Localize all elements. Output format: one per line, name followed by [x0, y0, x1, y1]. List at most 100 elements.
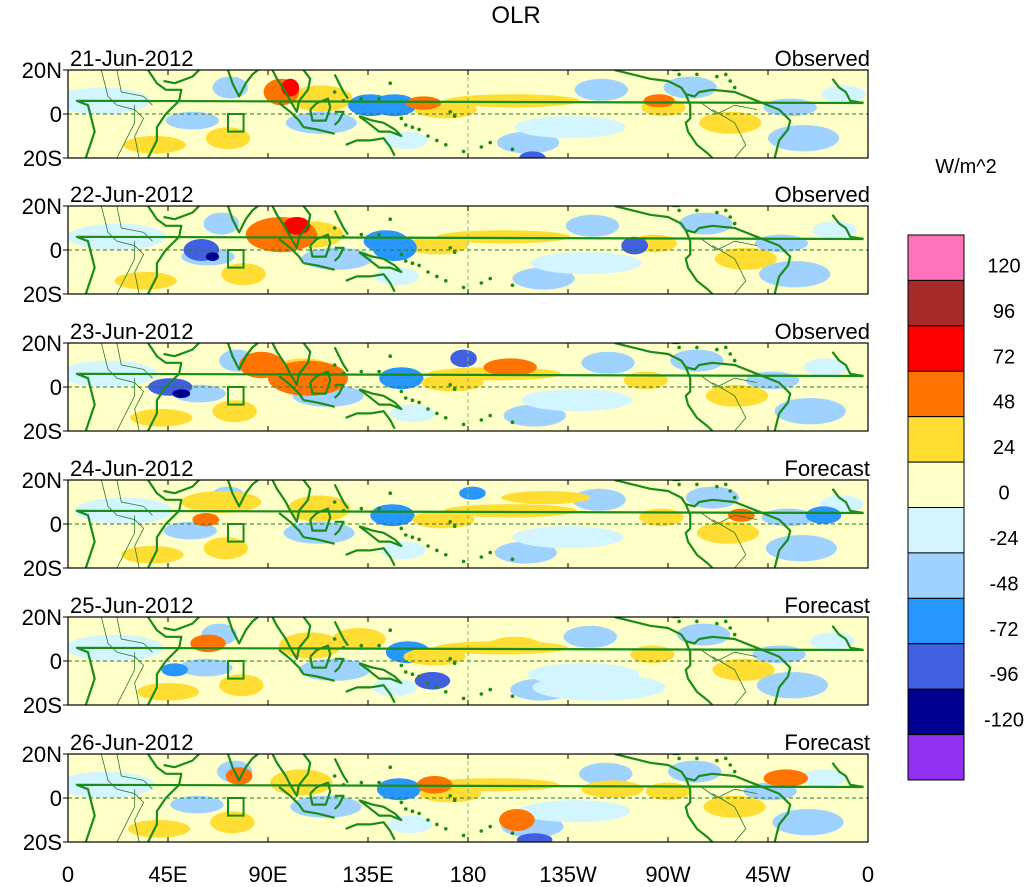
- lat-label: 20S: [23, 830, 62, 855]
- olr-anomaly-patch: [212, 400, 257, 423]
- olr-anomaly-patch: [519, 151, 546, 158]
- lat-label: 20S: [23, 419, 62, 444]
- olr-anomaly-patch: [512, 526, 624, 549]
- colorbar: W/m^2 120 96 72 48 24 0 -24 -48 -72 -96 -120: [907, 156, 1024, 781]
- olr-anomaly-patch: [414, 672, 451, 690]
- olr-anomaly-patch: [483, 358, 537, 377]
- country-border: [712, 519, 747, 568]
- country-border: [116, 789, 136, 842]
- olr-anomaly-patch: [516, 833, 553, 842]
- island: [377, 506, 381, 511]
- island: [377, 369, 381, 374]
- olr-anomaly-patch: [165, 111, 220, 130]
- coastline: [278, 786, 305, 812]
- coastline: [345, 137, 396, 157]
- island: [723, 208, 728, 213]
- island: [510, 694, 515, 698]
- olr-anomaly-patch: [574, 78, 628, 101]
- coastline: [163, 206, 200, 221]
- coastline: [831, 762, 864, 789]
- island: [723, 482, 728, 487]
- olr-field: [68, 206, 868, 294]
- coastline: [684, 366, 714, 431]
- island: [715, 347, 719, 352]
- panel-type: Forecast: [784, 593, 870, 618]
- lon-label: 135E: [342, 862, 393, 887]
- lat-label: 0: [50, 512, 62, 537]
- island: [728, 763, 733, 767]
- lon-label: 135W: [539, 862, 597, 887]
- olr-anomaly-patch: [299, 658, 371, 681]
- olr-anomaly-patch: [210, 811, 255, 834]
- island: [359, 232, 364, 237]
- coastline: [672, 206, 682, 208]
- olr-anomaly-patch: [443, 504, 577, 518]
- coastline: [303, 673, 335, 682]
- island: [461, 285, 466, 290]
- island: [479, 829, 484, 833]
- island: [732, 769, 737, 774]
- olr-anomaly-patch: [712, 658, 775, 681]
- olr-anomaly-patch: [494, 541, 557, 564]
- lon-label: 0: [862, 862, 874, 887]
- island: [695, 345, 699, 350]
- coastline: [75, 646, 864, 705]
- panel-date: 25-Jun-2012: [70, 593, 194, 618]
- island: [728, 352, 733, 356]
- island: [377, 780, 381, 785]
- region-box: [227, 523, 245, 543]
- coastline: [225, 70, 260, 98]
- island: [426, 818, 430, 822]
- coastline: [672, 70, 682, 72]
- panel-4: 20N 0 20S 24-Jun-2012 Forecast: [22, 456, 870, 581]
- island: [403, 807, 408, 811]
- island: [695, 756, 699, 761]
- olr-anomaly-patch: [488, 636, 542, 655]
- olr-anomaly-patch: [163, 521, 217, 540]
- coastline: [225, 206, 260, 234]
- island: [377, 232, 381, 237]
- panel-2: 20N 0 20S 22-Jun-2012 Observed: [22, 182, 870, 307]
- lon-label: 45W: [745, 862, 790, 887]
- island: [488, 550, 493, 555]
- island: [452, 524, 457, 528]
- colorbar-swatch: [907, 325, 965, 372]
- island: [695, 619, 699, 624]
- island: [732, 495, 737, 500]
- island: [479, 281, 484, 285]
- coastline: [684, 503, 714, 568]
- olr-anomaly-patch: [190, 634, 226, 653]
- coastline: [271, 343, 312, 386]
- coastline: [333, 483, 349, 510]
- coastline: [358, 251, 403, 274]
- island: [388, 628, 393, 632]
- island: [695, 72, 699, 77]
- panel-6: 20N 0 20S 26-Jun-2012 Forecast: [22, 730, 870, 855]
- coastline: [333, 794, 345, 810]
- island: [461, 833, 466, 838]
- olr-anomaly-patch: [172, 389, 191, 398]
- olr-anomaly-patch: [532, 674, 666, 701]
- olr-anomaly-patch: [728, 508, 755, 522]
- coastline: [672, 480, 682, 482]
- olr-anomaly-patch: [436, 230, 571, 244]
- lat-label: 20S: [23, 693, 62, 718]
- island: [435, 685, 439, 690]
- region-box: [227, 249, 245, 269]
- olr-anomaly-patch: [772, 809, 844, 836]
- lat-label: 20S: [23, 556, 62, 581]
- coastline: [309, 233, 332, 258]
- country-border: [116, 105, 136, 158]
- olr-anomaly-patch: [563, 625, 617, 648]
- coastline: [831, 351, 864, 378]
- longitude-axis: 0 45E 90E 135E 180 135W 90W 45W 0: [62, 862, 874, 887]
- coastline: [278, 512, 305, 538]
- lon-label: 45E: [148, 862, 187, 887]
- island: [417, 400, 421, 405]
- coastline: [614, 70, 792, 158]
- colorbar-label: -120: [984, 710, 1024, 732]
- lat-label: 0: [50, 375, 62, 400]
- coastline: [147, 343, 183, 431]
- olr-anomaly-patch: [332, 628, 386, 650]
- coastline: [309, 97, 332, 122]
